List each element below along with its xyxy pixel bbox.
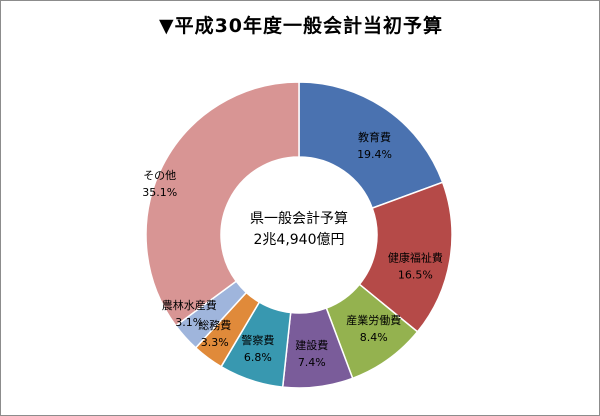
slice-8 (145, 81, 300, 327)
slice-name-label: 建設費 (295, 338, 328, 352)
slice-name-label: 健康福祉費 (388, 251, 443, 265)
chart-title: ▼平成30年度一般会計当初予算 (158, 15, 444, 37)
slice-value-label: 3.1% (175, 316, 203, 329)
slice-name-label: 警察費 (241, 333, 274, 347)
center-label-line2: 2兆4,940億円 (254, 232, 345, 248)
slice-labels: 教育費 19.4% 健康福祉費 16.5% 産業労働費 8.4% 建設費 7.4% 警察費 6.8… (142, 130, 443, 369)
slice-value-label: 35.1% (142, 186, 177, 199)
slice-1 (298, 81, 444, 210)
center-label-line1: 県一般会計予算 (250, 211, 348, 227)
slice-name-label: その他 (143, 169, 176, 182)
slice-value-label: 3.3% (201, 336, 229, 349)
slice-name-label: 産業労働費 (346, 313, 401, 327)
slice-name-label: 教育費 (358, 130, 391, 144)
slice-2 (358, 181, 453, 333)
donut-slices (145, 81, 453, 389)
slice-value-label: 19.4% (357, 148, 392, 161)
slice-name-label: 農林水産費 (162, 298, 217, 312)
slice-value-label: 7.4% (298, 356, 326, 369)
slice-value-label: 16.5% (398, 269, 433, 282)
slice-name-label: 総務費 (198, 318, 231, 332)
slice-value-label: 8.4% (360, 331, 388, 344)
slice-value-label: 6.8% (244, 351, 272, 364)
